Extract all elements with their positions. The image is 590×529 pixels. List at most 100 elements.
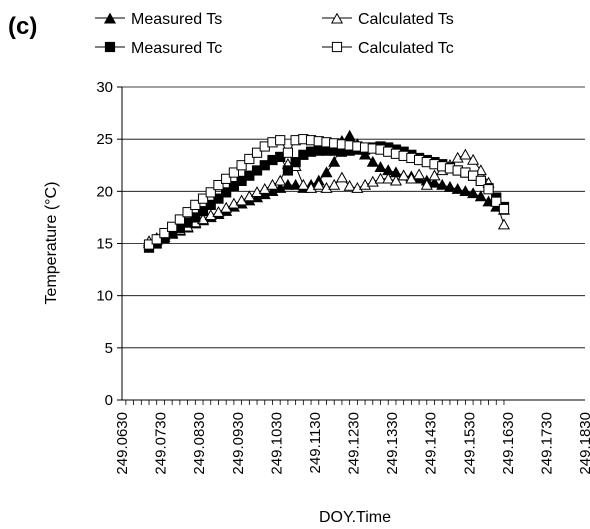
legend-entry-measured-ts: Measured Ts [95, 11, 222, 28]
data-point-calculated-tc [491, 196, 502, 207]
data-point-calculated-ts [467, 153, 480, 165]
data-point-calculated-tc [275, 135, 286, 146]
legend-marker [104, 41, 116, 53]
x-tick-label: 249.0830 [191, 412, 208, 475]
data-point-measured-ts [250, 191, 264, 203]
data-point-measured-tc [228, 181, 239, 192]
y-tick-label: 25 [96, 131, 113, 148]
data-point-calculated-ts [451, 151, 464, 163]
data-point-calculated-ts [459, 148, 472, 160]
data-point-measured-tc [213, 193, 224, 204]
data-point-measured-ts [443, 180, 457, 192]
panel-label: (c) [8, 13, 37, 40]
data-point-calculated-tc [151, 234, 162, 245]
data-point-calculated-ts [343, 179, 356, 191]
legend-marker [330, 12, 344, 24]
legend-entry-calculated-ts: Calculated Ts [322, 11, 454, 28]
data-point-calculated-tc [213, 179, 224, 191]
x-tick-label: 249.1230 [346, 412, 363, 475]
data-point-calculated-ts [497, 218, 511, 230]
x-tick-label: 249.1330 [384, 412, 401, 475]
data-point-calculated-ts [351, 181, 364, 193]
data-point-calculated-ts [204, 209, 217, 220]
data-point-measured-ts [289, 178, 302, 190]
data-point-calculated-tc [167, 221, 178, 232]
data-point-calculated-tc [244, 153, 255, 165]
data-point-calculated-ts [227, 197, 240, 209]
data-point-calculated-ts [397, 169, 410, 181]
data-point-calculated-ts [374, 172, 387, 184]
data-point-measured-ts [428, 176, 441, 188]
x-tick-label: 249.1030 [268, 412, 285, 475]
data-point-calculated-ts [420, 178, 433, 190]
data-point-measured-ts [459, 185, 472, 196]
data-point-calculated-ts [328, 178, 341, 190]
data-point-calculated-ts [274, 174, 287, 186]
y-tick-labels: 0 5 10 15 20 25 30 [96, 79, 122, 409]
data-point-measured-tc [205, 199, 216, 210]
axes [121, 87, 585, 405]
legend-marker [331, 41, 343, 53]
data-point-calculated-tc [190, 199, 201, 210]
data-point-calculated-tc [282, 147, 294, 158]
data-point-measured-ts [467, 187, 480, 199]
data-point-calculated-tc [498, 203, 510, 215]
y-axis-title: Temperature (°C) [43, 182, 60, 305]
x-tick-labels: 249.0630 249.0730 249.0830 249.0930 249.1030… [114, 412, 590, 475]
data-point-calculated-ts [389, 174, 402, 186]
data-point-calculated-ts [335, 171, 348, 183]
data-point-measured-ts [328, 155, 341, 167]
data-point-calculated-tc [221, 173, 232, 184]
x-tick-label: 249.0730 [153, 412, 170, 475]
data-point-measured-tc [197, 206, 209, 217]
y-tick-label: 10 [96, 288, 113, 305]
data-point-measured-ts [343, 129, 356, 141]
legend-entry-measured-tc: Measured Tc [95, 40, 222, 57]
data-point-measured-ts [451, 183, 464, 194]
data-point-measured-ts [374, 161, 387, 172]
data-point-calculated-ts [359, 178, 372, 190]
data-point-measured-tc [236, 175, 247, 187]
data-point-measured-ts [482, 195, 495, 207]
data-point-calculated-ts [320, 181, 333, 193]
data-point-calculated-tc [468, 170, 479, 181]
data-point-calculated-tc [251, 147, 263, 158]
series-calculated-tc [143, 134, 510, 250]
data-point-measured-tc [244, 170, 255, 181]
data-point-measured-ts [436, 178, 449, 190]
y-tick-label: 30 [96, 79, 113, 96]
data-point-calculated-ts [413, 168, 426, 180]
data-point-measured-tc [190, 212, 201, 223]
legend-entry-calculated-tc: Calculated Tc [322, 40, 454, 57]
data-point-calculated-ts [366, 175, 379, 187]
x-tick-label: 249.1530 [461, 412, 478, 475]
x-tick-label: 249.1730 [538, 412, 555, 475]
data-point-calculated-ts [250, 186, 264, 198]
data-point-measured-tc [221, 187, 232, 198]
data-point-calculated-tc [236, 160, 247, 171]
data-point-calculated-ts [382, 172, 395, 184]
data-point-measured-tc [282, 165, 294, 176]
legend-label: Calculated Tc [358, 40, 454, 57]
x-tick-label: 249.1430 [423, 412, 440, 475]
y-tick-label: 20 [96, 183, 113, 200]
data-point-calculated-tc [143, 239, 155, 250]
data-point-measured-ts [366, 155, 379, 167]
legend: Measured Ts Calculated Ts Measured Tc Ca… [95, 11, 454, 57]
data-point-calculated-ts [297, 178, 310, 190]
legend-label: Measured Tc [131, 40, 222, 57]
data-point-measured-ts [320, 166, 333, 178]
data-point-measured-ts [274, 181, 287, 193]
data-point-calculated-tc [205, 187, 216, 198]
data-point-calculated-ts [474, 164, 487, 176]
y-tick-label: 15 [96, 236, 113, 253]
x-tick-label: 249.1130 [307, 412, 324, 473]
x-tick-label: 249.1630 [500, 412, 517, 475]
data-point-calculated-tc [182, 207, 193, 218]
data-point-calculated-tc [174, 214, 185, 225]
data-point-measured-tc [259, 160, 270, 171]
legend-label: Measured Ts [131, 11, 222, 28]
series-layer [142, 129, 511, 253]
